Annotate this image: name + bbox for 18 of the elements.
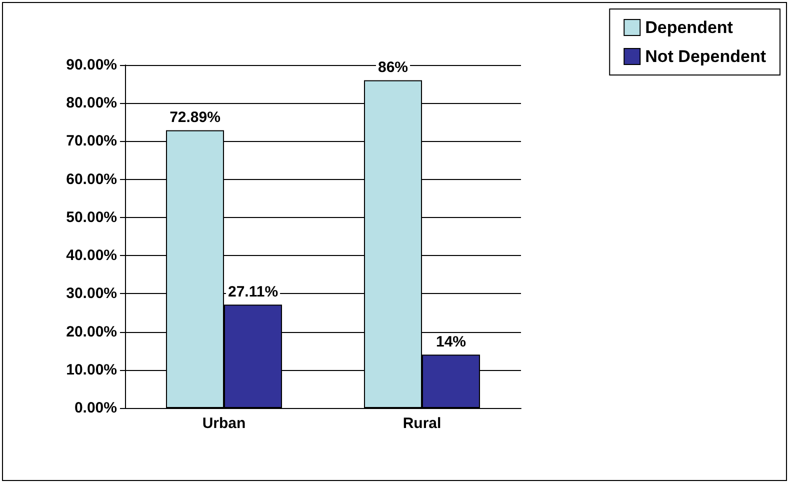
y-tick-label: 0.00%: [74, 400, 117, 416]
legend-label: Not Dependent: [645, 47, 766, 66]
legend-label: Dependent: [645, 18, 734, 37]
y-tick-label: 80.00%: [66, 94, 117, 112]
data-label: 14%: [436, 334, 466, 351]
y-tick-label: 40.00%: [66, 247, 117, 264]
y-tick-label: 30.00%: [66, 285, 117, 302]
x-tick-label: Rural: [402, 415, 442, 432]
y-tick-label: 50.00%: [66, 208, 117, 226]
y-tick-label: 90.00%: [66, 56, 117, 74]
x-tick-label: Urban: [202, 415, 246, 432]
y-tick-label: 70.00%: [66, 132, 117, 150]
y-tick-label: 60.00%: [66, 170, 117, 188]
y-tick-label: 20.00%: [66, 323, 117, 340]
data-label: 86%: [378, 59, 408, 76]
data-label: 72.89%: [170, 109, 220, 126]
data-label: 27.11%: [228, 284, 278, 301]
y-tick-label: 10.00%: [66, 361, 117, 378]
